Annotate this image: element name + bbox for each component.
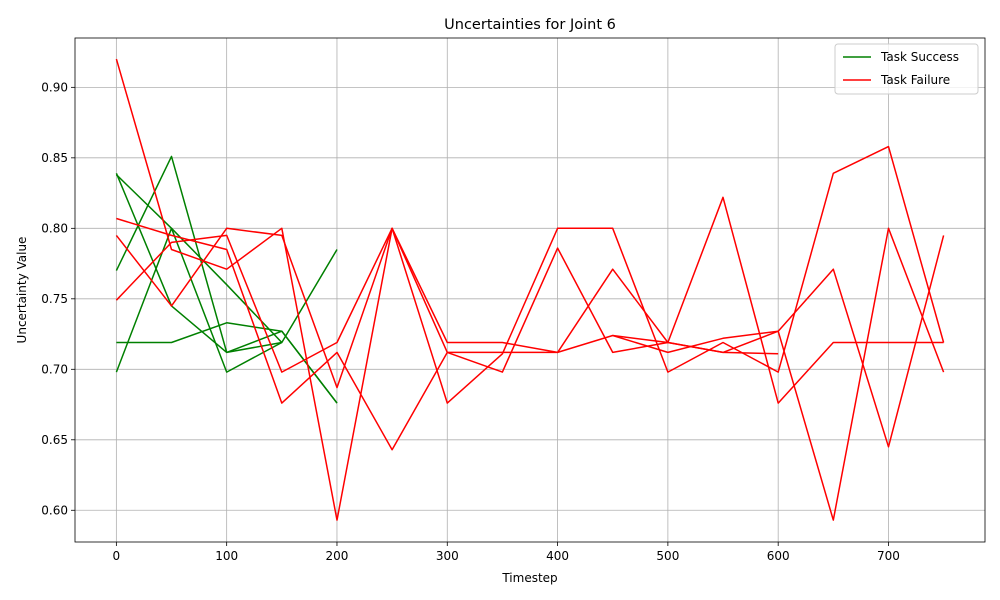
x-axis-label: Timestep <box>501 571 557 585</box>
x-tick-label: 500 <box>656 549 679 563</box>
series-layer <box>115 58 945 521</box>
series-line-task-failure-7 <box>115 145 945 404</box>
x-tick-label: 700 <box>877 549 900 563</box>
legend-label-task-failure: Task Failure <box>880 73 950 87</box>
legend: Task Success Task Failure <box>834 43 979 95</box>
horizontal-gridlines <box>75 86 985 511</box>
x-tick-label: 600 <box>767 549 790 563</box>
series-line-task-failure-9 <box>612 334 779 355</box>
x-tick-label: 200 <box>326 549 349 563</box>
series-line-task-success-2 <box>116 322 338 404</box>
y-tick-label: 0.90 <box>41 80 68 94</box>
vertical-gridlines <box>115 38 889 542</box>
series-line-task-failure-6 <box>116 217 945 451</box>
y-tick-label: 0.80 <box>41 221 68 235</box>
chart-title: Uncertainties for Joint 6 <box>444 17 616 33</box>
y-tick-label: 0.65 <box>41 433 68 447</box>
y-tick-label: 0.85 <box>41 151 68 165</box>
plot-area-frame <box>74 37 986 543</box>
x-axis-ticks: 0 100 200 300 400 500 600 700 <box>113 542 900 563</box>
x-tick-label: 400 <box>546 549 569 563</box>
y-tick-label: 0.60 <box>41 503 68 517</box>
y-axis-ticks: 0.60 0.65 0.70 0.75 0.80 0.85 0.90 <box>41 80 75 517</box>
series-line-task-success-3 <box>115 227 283 373</box>
y-axis-label: Uncertainty Value <box>15 237 29 344</box>
x-tick-label: 100 <box>215 549 238 563</box>
series-line-task-failure-5 <box>115 58 945 521</box>
series-line-task-failure-8 <box>115 196 944 404</box>
x-tick-label: 0 <box>113 549 121 563</box>
y-tick-label: 0.70 <box>41 362 68 376</box>
x-tick-label: 300 <box>436 549 459 563</box>
legend-label-task-success: Task Success <box>880 50 959 64</box>
y-tick-label: 0.75 <box>41 292 68 306</box>
